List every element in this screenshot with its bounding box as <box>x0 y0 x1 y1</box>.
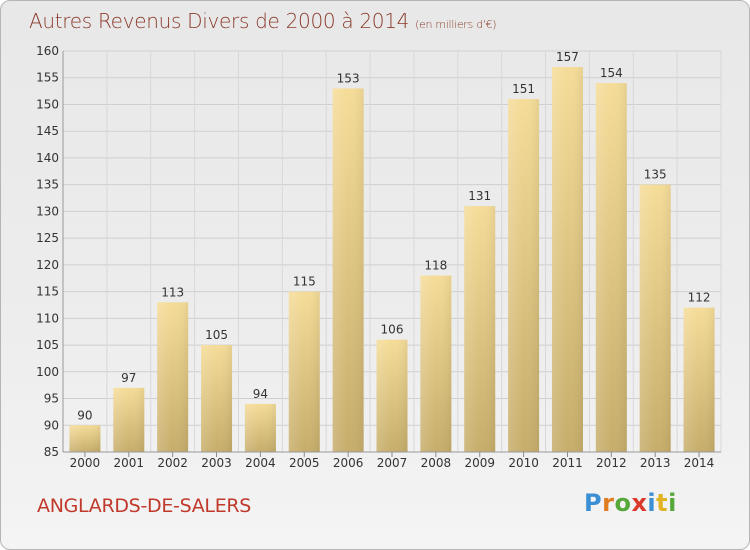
x-tick-label: 2005 <box>289 456 320 470</box>
x-tick-label: 2012 <box>596 456 627 470</box>
y-tick-label: 95 <box>44 392 59 406</box>
chart-subtitle: (en milliers d'€) <box>415 18 497 31</box>
x-tick-label: 2010 <box>508 456 539 470</box>
chart-title-text: Autres Revenus Divers de 2000 à 2014 <box>29 9 410 33</box>
bar-shade <box>508 99 540 453</box>
x-tick-label: 2014 <box>684 456 715 470</box>
bar-shade <box>244 403 276 452</box>
x-tick-label: 2002 <box>157 456 188 470</box>
bar-value-label: 106 <box>381 323 404 337</box>
y-tick-label: 155 <box>36 71 59 85</box>
x-tick-label: 2013 <box>640 456 671 470</box>
bar-shade <box>113 387 145 452</box>
bar-value-label: 113 <box>161 285 184 299</box>
bar-shade <box>639 184 671 452</box>
x-tick-label: 2000 <box>70 456 101 470</box>
bar-shade <box>69 425 101 452</box>
axes: 85 90 95 100 105 110 115 120 125 130 135 140 145 150 1… <box>36 44 721 470</box>
bars: 90 97 113 105 94 115 153 106 118 131 151 157 154 135 1… <box>69 50 715 453</box>
bar-value-label: 151 <box>512 82 535 96</box>
bar-shade <box>595 83 627 452</box>
bar-shade <box>683 307 715 452</box>
y-tick-label: 105 <box>36 338 59 352</box>
y-tick-label: 135 <box>36 178 59 192</box>
x-tick-label: 2008 <box>421 456 452 470</box>
y-tick-label: 140 <box>36 151 59 165</box>
y-tick-label: 125 <box>36 231 59 245</box>
bar-value-label: 105 <box>205 328 228 342</box>
y-tick-label: 145 <box>36 124 59 138</box>
bar-value-label: 135 <box>644 168 667 182</box>
bar-value-label: 90 <box>77 408 92 422</box>
bar-value-label: 97 <box>121 371 136 385</box>
x-tick-label: 2009 <box>464 456 495 470</box>
bar-shade <box>464 206 496 452</box>
y-tick-label: 150 <box>36 97 59 111</box>
commune-name: ANGLARDS-DE-SALERS <box>37 495 252 517</box>
x-tick-label: 2006 <box>333 456 364 470</box>
y-tick-label: 100 <box>36 365 59 379</box>
bar-shade <box>201 345 233 452</box>
bar-value-label: 94 <box>253 387 268 401</box>
bar-shade <box>332 88 364 452</box>
bar-value-label: 153 <box>337 71 360 85</box>
y-tick-label: 115 <box>36 285 59 299</box>
bar-shade <box>288 291 320 452</box>
x-tick-label: 2011 <box>552 456 583 470</box>
x-tick-label: 2001 <box>114 456 145 470</box>
bar-shade <box>157 302 189 452</box>
y-tick-label: 110 <box>36 311 59 325</box>
bar-value-label: 154 <box>600 66 623 80</box>
bar-shade <box>420 275 452 452</box>
x-tick-label: 2004 <box>245 456 276 470</box>
chart-title: Autres Revenus Divers de 2000 à 2014 (en … <box>29 9 497 33</box>
y-tick-label: 160 <box>36 44 59 58</box>
bar-shade <box>376 339 408 452</box>
x-tick-label: 2003 <box>201 456 232 470</box>
bar-value-label: 131 <box>468 189 491 203</box>
proxiti-logo: Proxiti <box>584 489 677 517</box>
y-tick-label: 130 <box>36 204 59 218</box>
y-tick-label: 120 <box>36 258 59 272</box>
y-tick-label: 90 <box>44 418 59 432</box>
bar-value-label: 157 <box>556 50 579 64</box>
bar-value-label: 112 <box>688 291 711 305</box>
bar-value-label: 115 <box>293 275 316 289</box>
bar-shade <box>551 67 583 452</box>
bar-value-label: 118 <box>424 259 447 273</box>
x-tick-label: 2007 <box>377 456 408 470</box>
y-tick-label: 85 <box>44 445 59 459</box>
